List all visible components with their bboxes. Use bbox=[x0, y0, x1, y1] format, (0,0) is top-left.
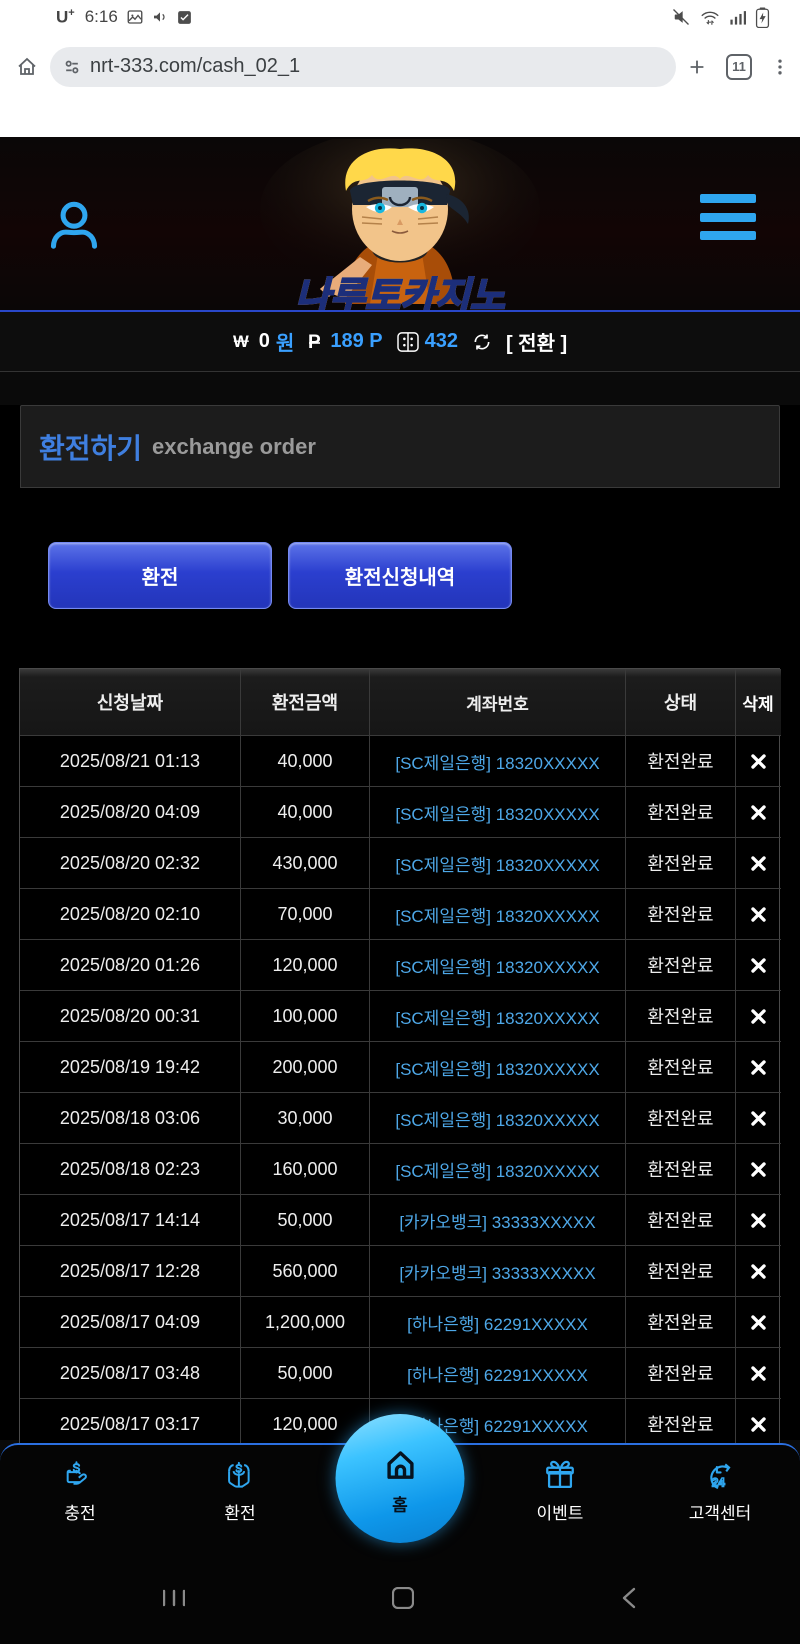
svg-text:P: P bbox=[308, 332, 321, 352]
svg-text:24: 24 bbox=[712, 1476, 725, 1489]
